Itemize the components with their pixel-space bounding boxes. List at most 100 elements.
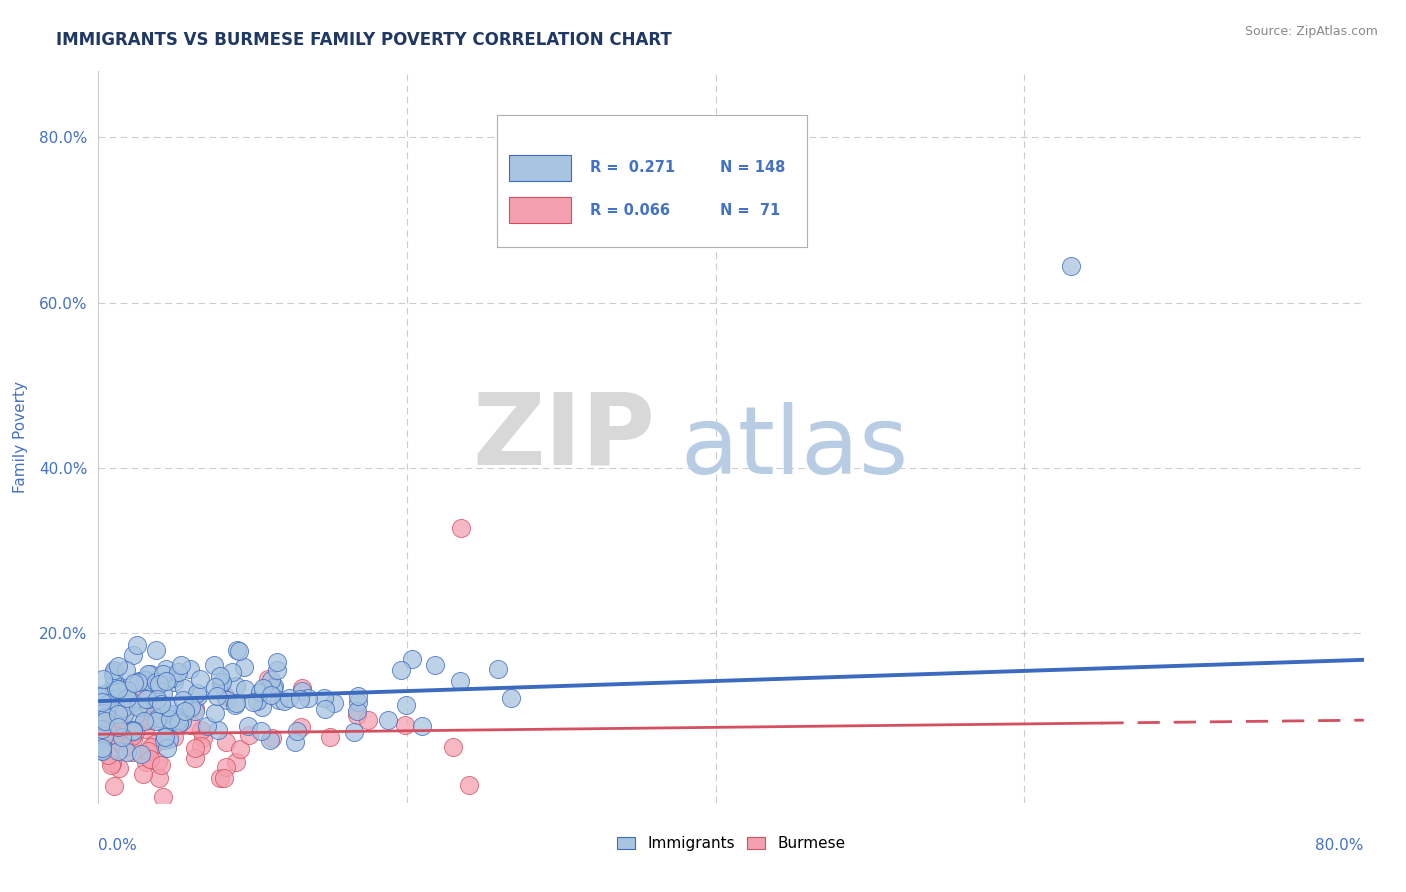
Point xyxy=(122,676,145,690)
Point xyxy=(148,755,170,769)
Point xyxy=(217,693,239,707)
Point xyxy=(188,672,211,686)
Point xyxy=(141,740,163,755)
Point xyxy=(291,681,314,695)
Point xyxy=(108,736,131,750)
Point xyxy=(224,698,246,712)
Point xyxy=(1059,259,1081,273)
Point xyxy=(124,709,146,723)
Point xyxy=(145,643,167,657)
Point xyxy=(96,693,118,707)
Point xyxy=(104,728,127,742)
Point xyxy=(357,713,380,727)
Point xyxy=(107,681,129,696)
Point xyxy=(120,726,142,740)
Point xyxy=(259,733,281,747)
Point xyxy=(162,671,184,685)
Point xyxy=(277,691,299,706)
Point xyxy=(93,673,115,687)
Point xyxy=(103,668,125,682)
Point xyxy=(110,724,132,739)
Point xyxy=(273,694,295,708)
Point xyxy=(150,758,173,772)
Point xyxy=(401,651,423,665)
Point xyxy=(290,721,312,735)
Point xyxy=(287,723,309,738)
Point xyxy=(312,691,335,706)
Point xyxy=(190,723,212,738)
Point xyxy=(152,667,174,681)
Point xyxy=(211,675,233,690)
Point xyxy=(153,730,176,744)
Point xyxy=(184,740,207,755)
Point xyxy=(233,660,256,674)
Point xyxy=(146,691,169,706)
Point xyxy=(190,739,212,754)
Point xyxy=(134,673,156,687)
Point xyxy=(441,739,464,754)
Point xyxy=(101,756,124,771)
Point xyxy=(183,751,205,765)
Point xyxy=(191,731,214,745)
Point xyxy=(486,662,509,676)
Point xyxy=(221,665,243,679)
Point xyxy=(90,718,112,732)
Point xyxy=(96,723,118,738)
Point xyxy=(155,662,177,676)
Point xyxy=(209,677,232,691)
Point xyxy=(377,713,399,727)
Point xyxy=(242,695,264,709)
Point xyxy=(107,707,129,722)
Point xyxy=(157,732,180,747)
Point xyxy=(423,657,446,672)
Point xyxy=(155,673,177,688)
Point xyxy=(202,658,225,673)
Point xyxy=(138,700,160,714)
Point xyxy=(266,656,288,670)
Point xyxy=(136,714,159,728)
Point xyxy=(125,638,148,652)
Text: 0.0%: 0.0% xyxy=(98,838,138,854)
Point xyxy=(208,771,231,785)
Point xyxy=(103,681,125,695)
Point xyxy=(112,689,135,703)
Text: Source: ZipAtlas.com: Source: ZipAtlas.com xyxy=(1244,25,1378,38)
Point xyxy=(127,690,149,705)
Point xyxy=(249,685,271,699)
Point xyxy=(112,731,135,745)
Point xyxy=(97,696,120,710)
Point xyxy=(90,740,112,755)
Point xyxy=(146,711,169,725)
Point xyxy=(121,745,143,759)
Point xyxy=(136,692,159,706)
Text: atlas: atlas xyxy=(681,402,908,494)
Point xyxy=(90,689,112,703)
Point xyxy=(204,706,226,720)
Point xyxy=(389,663,412,677)
Point xyxy=(138,713,160,727)
Point xyxy=(180,718,202,732)
Point xyxy=(108,761,131,775)
Point xyxy=(257,672,280,686)
Point xyxy=(145,675,167,690)
Point xyxy=(114,663,136,677)
Point xyxy=(112,740,135,755)
Point xyxy=(122,724,145,739)
Point xyxy=(152,790,174,805)
Point xyxy=(395,698,418,712)
Point xyxy=(411,719,433,733)
Point xyxy=(214,689,236,703)
Point xyxy=(195,719,218,733)
Point xyxy=(132,767,155,781)
Point xyxy=(262,681,284,695)
Point xyxy=(169,657,191,672)
Point xyxy=(153,716,176,731)
Point xyxy=(115,745,138,759)
Point xyxy=(269,693,291,707)
Point xyxy=(97,748,120,763)
Point xyxy=(121,695,143,709)
Point xyxy=(107,659,129,673)
Point xyxy=(124,725,146,739)
Point xyxy=(103,665,125,679)
Point xyxy=(94,686,117,700)
